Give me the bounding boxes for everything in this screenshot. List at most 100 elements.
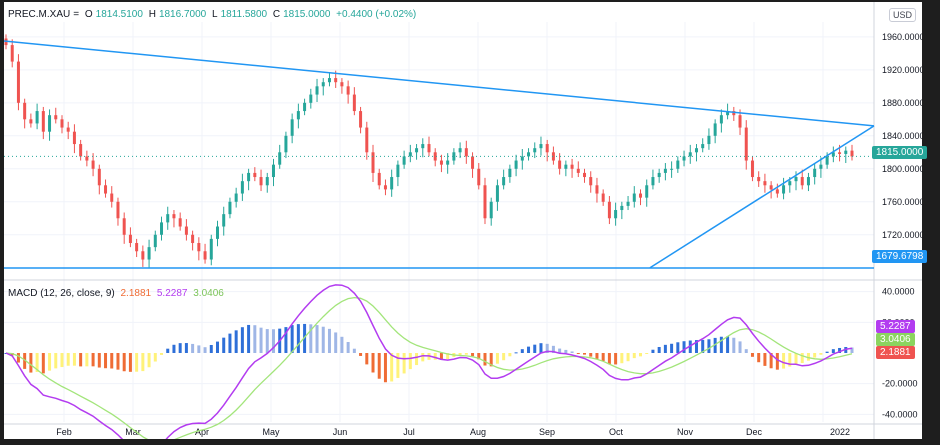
candle-body	[290, 119, 294, 136]
macd-histogram-bar	[564, 349, 568, 353]
candle-body	[663, 168, 667, 173]
close-value: 1815.0000	[283, 9, 331, 20]
candle-body	[788, 181, 792, 186]
candle-body	[825, 156, 829, 165]
macd-histogram-bar	[775, 353, 779, 370]
macd-title[interactable]: MACD (12, 26, close, 9)	[8, 288, 115, 299]
candle-body	[446, 160, 450, 165]
ascending-trendline	[649, 125, 875, 269]
macd-histogram-bar	[527, 346, 531, 353]
change-value: +0.4400 (+0.02%)	[336, 9, 417, 20]
candle-body	[383, 185, 387, 190]
macd-histogram-bar	[408, 353, 412, 370]
candle-body	[732, 111, 736, 116]
macd-histogram-bar	[352, 348, 356, 353]
candle-body	[340, 82, 344, 87]
y-tick-label: 1720.0000	[882, 230, 922, 240]
macd-histogram-bar	[701, 339, 705, 353]
x-tick-label: Aug	[470, 427, 486, 437]
candle-body	[16, 61, 20, 103]
currency-button[interactable]: USD	[888, 8, 916, 22]
candle-body	[545, 144, 549, 153]
macd-histogram-bar	[128, 353, 132, 372]
candle-body	[346, 86, 350, 95]
candle-body	[539, 144, 543, 149]
candle-body	[60, 119, 64, 128]
candle-body	[116, 201, 120, 219]
candle-body	[85, 156, 89, 161]
candle-body	[191, 234, 195, 244]
macd-histogram-bar	[520, 349, 524, 353]
candle-body	[775, 189, 779, 194]
macd-histogram-bar	[234, 330, 238, 353]
macd-histogram-bar	[639, 353, 642, 357]
candle-body	[495, 185, 499, 202]
candle-body	[502, 177, 506, 186]
candle-body	[23, 102, 27, 120]
candle-body	[458, 148, 462, 153]
candle-body	[589, 177, 593, 186]
macd-histogram-bar	[97, 353, 101, 368]
macd-histogram-bar	[415, 353, 419, 366]
macd-histogram-bar	[607, 353, 611, 365]
candle-body	[514, 160, 518, 169]
candle-body	[41, 111, 45, 132]
candle-body	[203, 251, 207, 260]
price-chart[interactable]: 1960.0000 1920.0000 1880.0000 1840.0000 1800…	[4, 2, 922, 439]
x-tick-label: Nov	[677, 427, 694, 437]
candle-body	[688, 152, 692, 157]
candle-body	[527, 152, 531, 157]
macd-histogram-bar	[135, 353, 139, 372]
macd-histogram-bar	[303, 323, 307, 353]
candle-body	[819, 164, 823, 169]
macd-histogram-bar	[533, 344, 537, 353]
macd-histogram-bar	[782, 353, 786, 369]
candle-body	[122, 218, 126, 235]
candle-body	[110, 193, 114, 202]
candle-body	[738, 115, 742, 128]
macd-histogram-bar	[216, 341, 219, 353]
candle-body	[172, 214, 176, 219]
macd-histogram-bar	[91, 353, 95, 367]
candle-body	[160, 222, 164, 235]
macd-histogram-bar	[346, 342, 350, 353]
macd-histogram-bar	[663, 344, 667, 353]
candle-body	[141, 251, 145, 260]
candle-body	[626, 201, 630, 206]
macd-histogram-bar	[265, 329, 269, 353]
symbol-label[interactable]: PREC.M.XAU	[8, 9, 71, 20]
candle-body	[813, 168, 817, 178]
candle-body	[477, 168, 481, 186]
macd-y-tick-label: -20.0000	[882, 379, 918, 389]
candle-body	[620, 205, 624, 211]
macd-histogram-bar	[738, 341, 742, 353]
macd-histogram-bar	[825, 351, 829, 353]
macd-histogram-bar	[495, 353, 499, 364]
candle-body	[166, 214, 170, 223]
close-label: C	[272, 9, 281, 20]
macd-histogram-bar	[160, 353, 164, 355]
macd-signal-value: 3.0406	[193, 288, 224, 299]
candle-body	[483, 185, 487, 219]
macd-histogram-bar	[197, 345, 201, 353]
macd-histogram-bar	[122, 353, 126, 372]
candle-body	[147, 247, 151, 260]
candle-body	[79, 144, 83, 157]
candle-body	[831, 152, 835, 157]
candle-body	[10, 45, 14, 62]
candle-body	[701, 144, 705, 149]
candle-body	[694, 148, 698, 153]
macd-histogram-bar	[632, 353, 636, 359]
macd-histogram-bar	[713, 337, 717, 353]
candle-body	[315, 86, 319, 95]
candle-body	[259, 177, 263, 186]
y-tick-label: 1880.0000	[882, 98, 922, 108]
candle-body	[303, 102, 307, 112]
candle-body	[713, 123, 717, 136]
macd-histogram-bar	[769, 353, 773, 369]
x-tick-label: Jul	[403, 427, 415, 437]
y-tick-label: 1920.0000	[882, 65, 922, 75]
candle-body	[651, 177, 655, 186]
hist-badge: 2.1881	[876, 346, 915, 359]
candle-body	[253, 172, 257, 178]
